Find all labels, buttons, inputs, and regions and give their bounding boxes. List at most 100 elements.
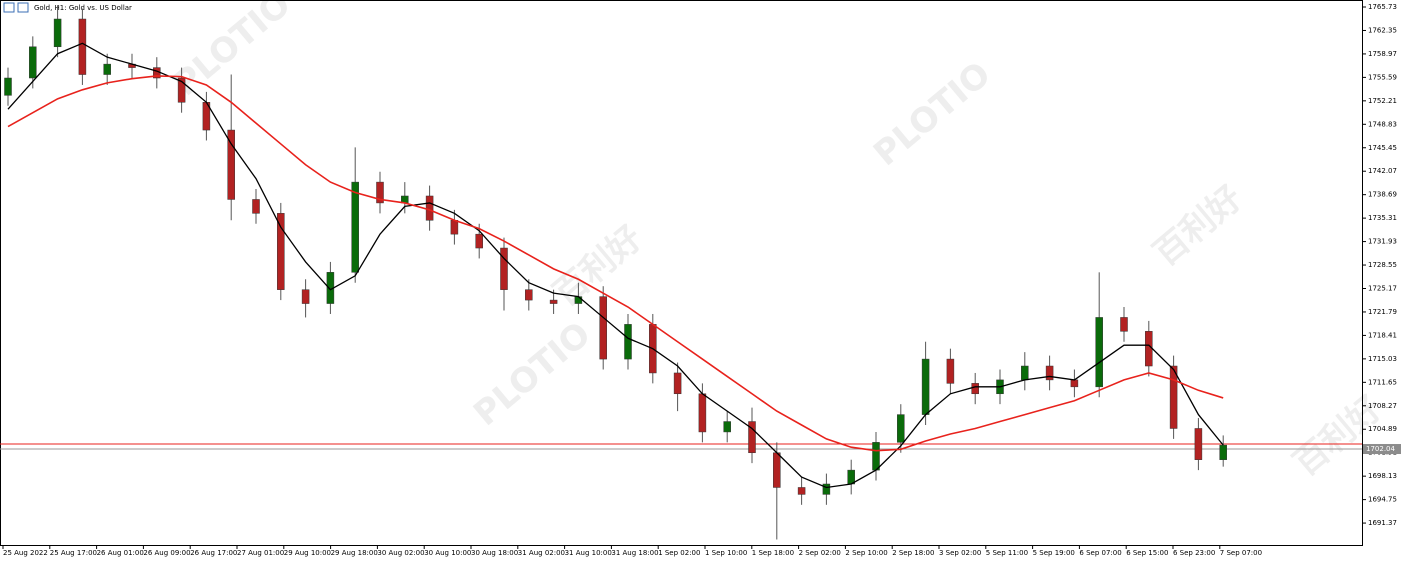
x-tick-label: 31 Aug 10:00 (565, 549, 612, 557)
candle-body (1219, 444, 1227, 460)
y-tick-label: 1762.35 (1368, 26, 1397, 34)
chart-title: Gold, H1: Gold vs. US Dollar (34, 4, 132, 12)
x-tick-label: 30 Aug 18:00 (471, 549, 518, 557)
candle-body (450, 220, 459, 235)
x-tick-label: 3 Sep 02:00 (939, 549, 981, 557)
bid-label: 1702.04 (1366, 445, 1395, 453)
y-tick-label: 1708.27 (1368, 402, 1397, 410)
candle-body (301, 289, 310, 304)
candle-body (525, 289, 533, 301)
candle-body (1070, 379, 1079, 388)
candle-body (1045, 365, 1054, 381)
x-tick-label: 6 Sep 15:00 (1126, 549, 1168, 557)
x-tick-label: 2 Sep 18:00 (892, 549, 934, 557)
candle-body (1194, 428, 1203, 460)
y-tick-label: 1715.03 (1368, 355, 1397, 363)
x-tick-label: 6 Sep 07:00 (1079, 549, 1121, 557)
x-tick-label: 1 Sep 18:00 (752, 549, 794, 557)
x-tick-label: 29 Aug 10:00 (284, 549, 331, 557)
moving-average (7, 75, 1224, 452)
y-tick-label: 1738.69 (1368, 191, 1397, 199)
chart-icon (17, 2, 29, 13)
y-tick-label: 1728.55 (1368, 261, 1397, 269)
candle-body (1120, 317, 1128, 332)
y-tick-label: 1765.73 (1368, 3, 1397, 11)
candle-body (177, 77, 186, 103)
candle-body (103, 63, 111, 75)
x-tick-label: 26 Aug 17:00 (190, 549, 237, 557)
candle-body (748, 421, 756, 454)
x-tick-label: 6 Sep 23:00 (1173, 549, 1215, 557)
candle-body (549, 299, 558, 304)
candle-body (1169, 365, 1178, 429)
y-tick-label: 1721.79 (1368, 308, 1397, 316)
candle-body (1095, 317, 1103, 388)
y-tick-label: 1711.65 (1368, 378, 1397, 386)
y-tick-label: 1704.89 (1368, 425, 1397, 433)
x-tick-label: 5 Sep 19:00 (1033, 549, 1075, 557)
x-tick-label: 1 Sep 10:00 (705, 549, 747, 557)
x-tick-label: 31 Aug 18:00 (611, 549, 658, 557)
candle-body (773, 452, 781, 488)
y-tick-label: 1718.41 (1368, 331, 1397, 339)
candle-body (277, 213, 285, 290)
candle-body (673, 372, 682, 395)
candle-body (227, 129, 235, 200)
candle-body (425, 195, 434, 221)
x-tick-label: 30 Aug 10:00 (424, 549, 471, 557)
candle-body (723, 421, 731, 433)
x-tick-label: 30 Aug 02:00 (377, 549, 424, 557)
candle-body (1145, 331, 1153, 367)
y-tick-label: 1752.21 (1368, 97, 1397, 105)
candle-body (252, 199, 260, 214)
candle-body (574, 296, 583, 304)
x-tick-label: 2 Sep 02:00 (799, 549, 841, 557)
candle-body (797, 487, 806, 495)
x-tick-label: 27 Aug 01:00 (237, 549, 284, 557)
candle-body (29, 46, 37, 79)
candle-body (78, 18, 87, 75)
y-tick-label: 1758.97 (1368, 50, 1397, 58)
x-tick-label: 29 Aug 18:00 (331, 549, 378, 557)
candle-body (376, 181, 384, 204)
candle-body (1021, 365, 1029, 381)
candle-body (921, 358, 930, 415)
y-tick-label: 1745.45 (1368, 144, 1397, 152)
y-tick-label: 1735.31 (1368, 214, 1397, 222)
x-tick-label: 1 Sep 02:00 (658, 549, 700, 557)
candle-body (872, 442, 880, 471)
y-tick-label: 1742.07 (1368, 167, 1397, 175)
y-tick-label: 1748.83 (1368, 120, 1397, 128)
candle-body (500, 247, 508, 290)
x-tick-label: 25 Aug 17:00 (50, 549, 97, 557)
moving-average (7, 42, 1224, 489)
candle-body (475, 233, 483, 249)
x-tick-label: 2 Sep 10:00 (845, 549, 887, 557)
x-tick-label: 25 Aug 2022 (3, 549, 48, 557)
x-tick-label: 26 Aug 01:00 (97, 549, 144, 557)
candle-body (599, 296, 607, 360)
candle-body (971, 383, 979, 395)
y-tick-label: 1731.93 (1368, 238, 1397, 246)
candle-body (4, 77, 12, 96)
x-tick-label: 7 Sep 07:00 (1220, 549, 1262, 557)
y-tick-label: 1691.37 (1368, 519, 1397, 527)
candle-body (946, 358, 955, 384)
candle-body (822, 483, 831, 495)
x-tick-label: 5 Sep 11:00 (986, 549, 1028, 557)
candle-body (624, 324, 632, 360)
candle-body (351, 181, 359, 273)
y-tick-label: 1725.17 (1368, 284, 1397, 292)
candle-body (897, 414, 905, 443)
y-tick-label: 1694.75 (1368, 496, 1397, 504)
plot-frame (0, 0, 1363, 546)
y-tick-label: 1698.13 (1368, 472, 1397, 480)
candle-body (698, 393, 707, 433)
x-tick-label: 26 Aug 09:00 (143, 549, 190, 557)
chart-icon (3, 2, 15, 13)
candle-body (53, 18, 62, 48)
bid-box (1363, 444, 1401, 455)
x-tick-label: 31 Aug 02:00 (518, 549, 565, 557)
